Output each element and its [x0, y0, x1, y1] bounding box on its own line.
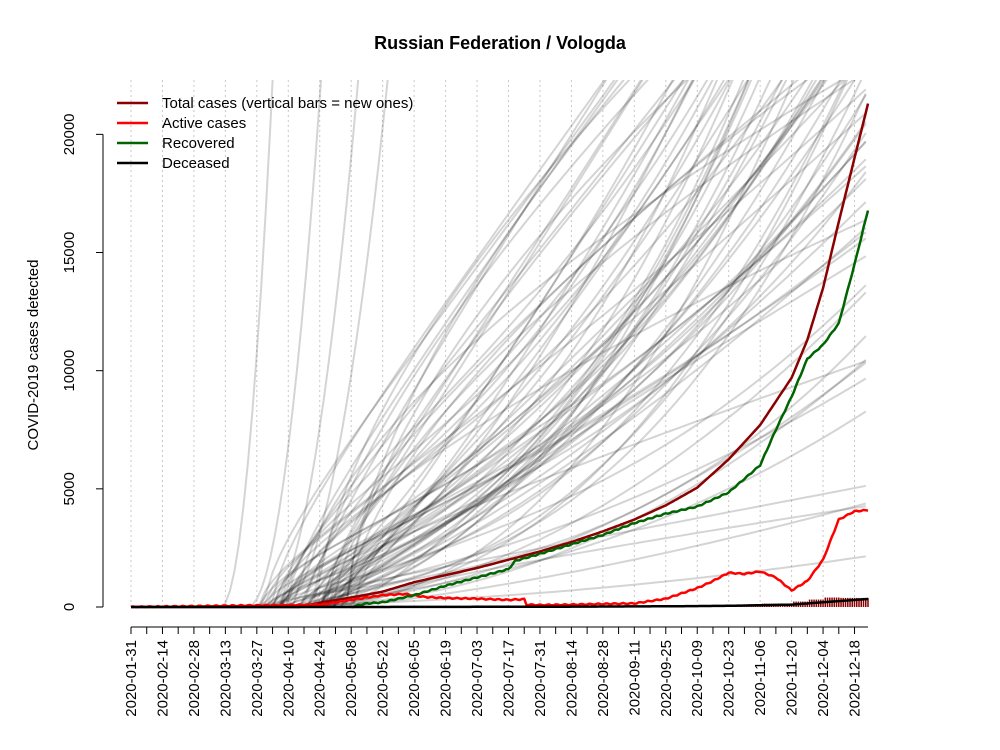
- region-curve: [131, 80, 795, 608]
- y-tick-label: 5000: [61, 472, 78, 505]
- region-curve: [131, 80, 750, 608]
- region-curve: [131, 80, 772, 608]
- region-curve: [131, 80, 274, 608]
- region-curve: [131, 80, 808, 608]
- region-curve: [131, 121, 867, 608]
- y-axis: 0 5000 10000 15000 20000: [61, 113, 104, 611]
- x-tick-label: 2020-02-14: [154, 640, 171, 717]
- region-curve: [131, 219, 867, 608]
- region-curve: [131, 80, 649, 608]
- x-tick-label: 2020-07-03: [469, 640, 486, 717]
- series-lines: [130, 103, 870, 609]
- region-curve: [131, 80, 695, 608]
- region-curve: [131, 80, 608, 608]
- x-tick-label: 2020-04-10: [280, 640, 297, 717]
- region-curve: [131, 80, 745, 608]
- background-region-curves: [131, 80, 867, 608]
- x-tick-label: 2020-11-06: [752, 640, 769, 716]
- region-curve: [131, 80, 783, 608]
- y-axis-label: COVID-2019 cases detected: [25, 260, 42, 451]
- region-curve: [131, 80, 644, 608]
- x-tick-label: 2020-03-13: [217, 640, 234, 717]
- region-curve: [131, 80, 322, 608]
- x-tick-label: 2020-07-17: [500, 640, 517, 717]
- legend: Total cases (vertical bars = new ones) Ac…: [117, 95, 413, 172]
- region-curve: [131, 80, 749, 608]
- region-curve: [131, 80, 685, 608]
- x-tick-label: 2020-07-31: [532, 640, 549, 717]
- region-curve: [131, 80, 784, 608]
- x-tick-label: 2020-09-11: [626, 640, 643, 716]
- x-tick-label: 2020-05-08: [343, 640, 360, 717]
- region-curve: [131, 80, 760, 608]
- y-tick-label: 0: [61, 603, 78, 611]
- x-tick-label: 2020-12-18: [847, 640, 864, 717]
- region-curve: [131, 80, 726, 608]
- x-tick-label: 2020-02-28: [186, 640, 203, 717]
- x-tick-label: 2020-05-22: [375, 640, 392, 717]
- y-tick-label: 10000: [61, 350, 78, 392]
- region-curve: [131, 80, 788, 608]
- region-curve: [131, 359, 867, 608]
- region-curve: [131, 80, 714, 608]
- y-tick-label: 20000: [61, 113, 78, 155]
- x-tick-label: 2020-12-04: [815, 640, 832, 717]
- region-curve: [131, 80, 625, 608]
- region-curve: [131, 80, 750, 608]
- x-tick-label: 2020-01-31: [123, 640, 140, 717]
- legend-entry: Total cases (vertical bars = new ones): [162, 95, 413, 112]
- region-curve: [131, 80, 730, 608]
- x-tick-label: 2020-06-05: [406, 640, 423, 717]
- x-axis: 2020-01-31 2020-02-14 2020-02-28 2020-03-13…: [123, 626, 868, 717]
- x-tick-label: 2020-11-20: [784, 640, 801, 716]
- region-curve: [131, 80, 734, 608]
- x-tick-label: 2020-10-09: [689, 640, 706, 717]
- region-curve: [131, 80, 694, 608]
- region-curve: [131, 80, 709, 608]
- x-tick-label: 2020-06-19: [438, 640, 455, 717]
- region-curve: [131, 80, 631, 608]
- x-tick-label: 2020-09-25: [658, 640, 675, 717]
- x-tick-label: 2020-08-28: [595, 640, 612, 717]
- region-curve: [131, 80, 818, 608]
- region-curve: [131, 80, 814, 608]
- legend-entry: Deceased: [162, 155, 230, 172]
- region-curve: [131, 80, 688, 608]
- region-curve: [131, 80, 685, 608]
- chart-title: Russian Federation / Vologda: [374, 33, 627, 53]
- region-curve: [131, 80, 674, 608]
- legend-entry: Active cases: [162, 115, 246, 132]
- legend-entry: Recovered: [162, 135, 235, 152]
- region-curve: [131, 80, 619, 608]
- series-line-recovered: [351, 210, 870, 609]
- region-curve: [131, 80, 696, 608]
- x-tick-label: 2020-03-27: [249, 640, 266, 717]
- x-tick-label: 2020-04-24: [312, 640, 329, 717]
- series-line-deceased: [131, 597, 869, 609]
- x-tick-label: 2020-08-14: [563, 640, 580, 717]
- y-tick-label: 15000: [61, 232, 78, 274]
- region-curve: [131, 80, 732, 608]
- x-tick-label: 2020-10-23: [721, 640, 738, 717]
- region-curve: [131, 80, 719, 608]
- region-curve: [131, 80, 676, 608]
- region-curve: [131, 80, 606, 608]
- region-curve: [131, 80, 690, 608]
- region-curve: [131, 80, 616, 608]
- region-curve: [131, 80, 643, 608]
- region-curve: [131, 80, 753, 608]
